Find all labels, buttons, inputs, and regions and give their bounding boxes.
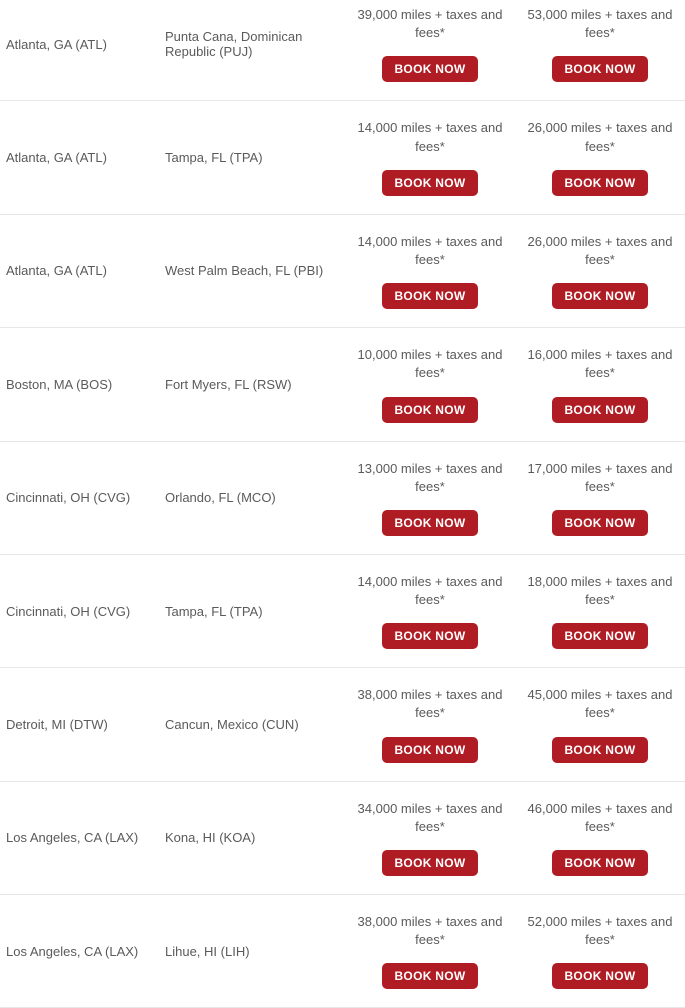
book-now-button[interactable]: BOOK NOW — [382, 737, 477, 763]
book-now-button[interactable]: BOOK NOW — [382, 963, 477, 989]
destination-cell: Cancun, Mexico (CUN) — [165, 717, 345, 732]
price-text: 38,000 miles + taxes and fees* — [351, 686, 509, 722]
price-cell-1: 14,000 miles + taxes and fees* BOOK NOW — [345, 233, 515, 309]
table-row: Cincinnati, OH (CVG)Tampa, FL (TPA)14,00… — [0, 555, 685, 668]
origin-cell: Boston, MA (BOS) — [0, 377, 165, 392]
origin-cell: Atlanta, GA (ATL) — [0, 150, 165, 165]
fares-table: Atlanta, GA (ATL)Punta Cana, Dominican R… — [0, 0, 685, 1008]
price-text: 46,000 miles + taxes and fees* — [521, 800, 679, 836]
price-text: 26,000 miles + taxes and fees* — [521, 233, 679, 269]
price-cell-2: 26,000 miles + taxes and fees* BOOK NOW — [515, 233, 685, 309]
book-now-button[interactable]: BOOK NOW — [382, 283, 477, 309]
price-text: 34,000 miles + taxes and fees* — [351, 800, 509, 836]
table-row: Atlanta, GA (ATL)Punta Cana, Dominican R… — [0, 0, 685, 101]
price-text: 17,000 miles + taxes and fees* — [521, 460, 679, 496]
book-now-button[interactable]: BOOK NOW — [552, 623, 647, 649]
price-cell-2: 45,000 miles + taxes and fees* BOOK NOW — [515, 686, 685, 762]
destination-cell: Orlando, FL (MCO) — [165, 490, 345, 505]
origin-cell: Atlanta, GA (ATL) — [0, 263, 165, 278]
destination-cell: Punta Cana, Dominican Republic (PUJ) — [165, 29, 345, 59]
origin-cell: Atlanta, GA (ATL) — [0, 37, 165, 52]
price-text: 16,000 miles + taxes and fees* — [521, 346, 679, 382]
book-now-button[interactable]: BOOK NOW — [382, 623, 477, 649]
price-cell-2: 26,000 miles + taxes and fees* BOOK NOW — [515, 119, 685, 195]
price-text: 14,000 miles + taxes and fees* — [351, 233, 509, 269]
price-text: 26,000 miles + taxes and fees* — [521, 119, 679, 155]
price-text: 52,000 miles + taxes and fees* — [521, 913, 679, 949]
price-cell-2: 53,000 miles + taxes and fees* BOOK NOW — [515, 6, 685, 82]
origin-cell: Los Angeles, CA (LAX) — [0, 830, 165, 845]
book-now-button[interactable]: BOOK NOW — [552, 170, 647, 196]
origin-cell: Los Angeles, CA (LAX) — [0, 944, 165, 959]
book-now-button[interactable]: BOOK NOW — [382, 170, 477, 196]
table-row: Atlanta, GA (ATL)West Palm Beach, FL (PB… — [0, 215, 685, 328]
book-now-button[interactable]: BOOK NOW — [552, 56, 647, 82]
price-cell-1: 14,000 miles + taxes and fees* BOOK NOW — [345, 573, 515, 649]
price-cell-2: 16,000 miles + taxes and fees* BOOK NOW — [515, 346, 685, 422]
price-text: 18,000 miles + taxes and fees* — [521, 573, 679, 609]
book-now-button[interactable]: BOOK NOW — [552, 397, 647, 423]
price-text: 10,000 miles + taxes and fees* — [351, 346, 509, 382]
table-row: Detroit, MI (DTW)Cancun, Mexico (CUN)38,… — [0, 668, 685, 781]
book-now-button[interactable]: BOOK NOW — [552, 510, 647, 536]
price-text: 13,000 miles + taxes and fees* — [351, 460, 509, 496]
book-now-button[interactable]: BOOK NOW — [552, 850, 647, 876]
origin-cell: Detroit, MI (DTW) — [0, 717, 165, 732]
book-now-button[interactable]: BOOK NOW — [382, 510, 477, 536]
book-now-button[interactable]: BOOK NOW — [382, 850, 477, 876]
destination-cell: West Palm Beach, FL (PBI) — [165, 263, 345, 278]
price-cell-1: 13,000 miles + taxes and fees* BOOK NOW — [345, 460, 515, 536]
destination-cell: Kona, HI (KOA) — [165, 830, 345, 845]
price-cell-1: 34,000 miles + taxes and fees* BOOK NOW — [345, 800, 515, 876]
origin-cell: Cincinnati, OH (CVG) — [0, 604, 165, 619]
table-row: Los Angeles, CA (LAX)Lihue, HI (LIH)38,0… — [0, 895, 685, 1008]
price-text: 38,000 miles + taxes and fees* — [351, 913, 509, 949]
price-cell-1: 39,000 miles + taxes and fees* BOOK NOW — [345, 6, 515, 82]
table-row: Cincinnati, OH (CVG)Orlando, FL (MCO)13,… — [0, 442, 685, 555]
price-cell-2: 18,000 miles + taxes and fees* BOOK NOW — [515, 573, 685, 649]
price-cell-2: 52,000 miles + taxes and fees* BOOK NOW — [515, 913, 685, 989]
destination-cell: Tampa, FL (TPA) — [165, 150, 345, 165]
price-cell-1: 38,000 miles + taxes and fees* BOOK NOW — [345, 913, 515, 989]
price-cell-1: 10,000 miles + taxes and fees* BOOK NOW — [345, 346, 515, 422]
price-text: 39,000 miles + taxes and fees* — [351, 6, 509, 42]
price-text: 53,000 miles + taxes and fees* — [521, 6, 679, 42]
price-cell-2: 46,000 miles + taxes and fees* BOOK NOW — [515, 800, 685, 876]
origin-cell: Cincinnati, OH (CVG) — [0, 490, 165, 505]
price-cell-1: 38,000 miles + taxes and fees* BOOK NOW — [345, 686, 515, 762]
book-now-button[interactable]: BOOK NOW — [552, 963, 647, 989]
price-text: 45,000 miles + taxes and fees* — [521, 686, 679, 722]
destination-cell: Fort Myers, FL (RSW) — [165, 377, 345, 392]
table-row: Atlanta, GA (ATL)Tampa, FL (TPA)14,000 m… — [0, 101, 685, 214]
book-now-button[interactable]: BOOK NOW — [552, 283, 647, 309]
price-text: 14,000 miles + taxes and fees* — [351, 119, 509, 155]
table-row: Boston, MA (BOS)Fort Myers, FL (RSW)10,0… — [0, 328, 685, 441]
book-now-button[interactable]: BOOK NOW — [382, 397, 477, 423]
price-cell-2: 17,000 miles + taxes and fees* BOOK NOW — [515, 460, 685, 536]
book-now-button[interactable]: BOOK NOW — [382, 56, 477, 82]
destination-cell: Lihue, HI (LIH) — [165, 944, 345, 959]
price-text: 14,000 miles + taxes and fees* — [351, 573, 509, 609]
price-cell-1: 14,000 miles + taxes and fees* BOOK NOW — [345, 119, 515, 195]
destination-cell: Tampa, FL (TPA) — [165, 604, 345, 619]
book-now-button[interactable]: BOOK NOW — [552, 737, 647, 763]
